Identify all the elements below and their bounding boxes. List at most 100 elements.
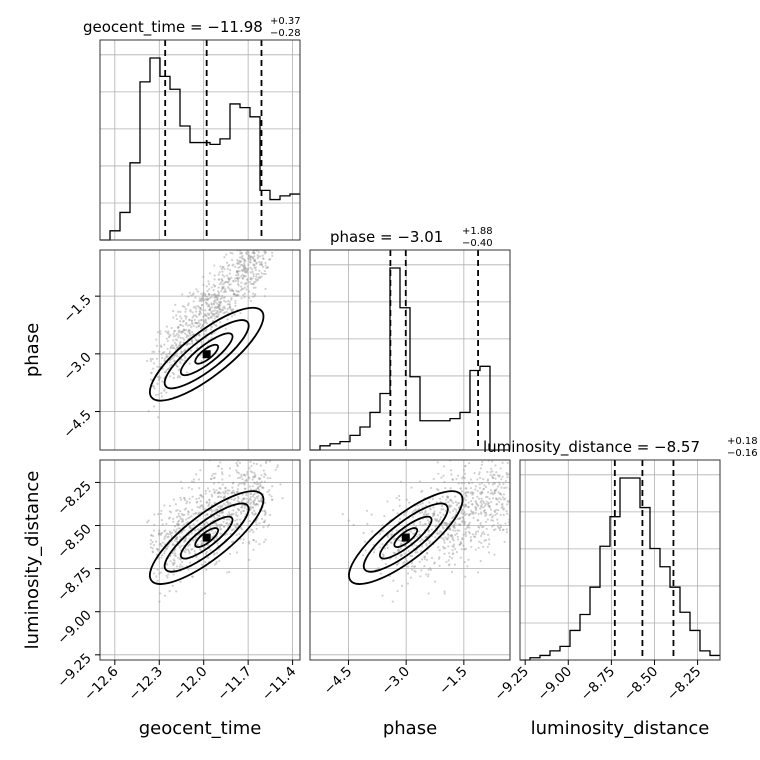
sample-point xyxy=(252,506,255,509)
sample-point xyxy=(211,306,214,309)
sample-point xyxy=(475,501,478,504)
sample-point xyxy=(221,285,224,289)
sample-point xyxy=(179,341,182,345)
sample-point xyxy=(270,498,274,502)
sample-point xyxy=(201,294,205,297)
sample-point xyxy=(219,524,222,527)
sample-point xyxy=(249,256,252,259)
sample-point xyxy=(224,491,227,494)
sample-point xyxy=(172,344,175,347)
sample-point xyxy=(200,543,204,546)
sample-point xyxy=(204,314,208,317)
sample-point xyxy=(430,556,434,559)
sample-point xyxy=(476,503,479,506)
sample-point xyxy=(215,309,219,312)
sample-point xyxy=(204,301,208,304)
sample-point xyxy=(209,549,212,552)
sample-point xyxy=(503,497,506,500)
sample-point xyxy=(248,530,251,533)
sample-point xyxy=(442,527,445,530)
sample-point xyxy=(453,521,457,524)
sample-point xyxy=(459,542,462,545)
sample-point xyxy=(217,491,220,494)
sample-point xyxy=(261,265,265,268)
sample-point xyxy=(166,547,169,550)
sample-point xyxy=(419,521,422,524)
sample-point xyxy=(263,251,266,254)
sample-point xyxy=(158,529,161,532)
sample-point xyxy=(268,523,271,527)
sample-point xyxy=(196,346,199,350)
sample-point xyxy=(252,531,255,534)
sample-point xyxy=(239,457,241,459)
sample-point xyxy=(254,512,257,515)
sample-point xyxy=(264,287,267,290)
sample-point xyxy=(493,482,496,485)
sample-point xyxy=(493,509,496,513)
sample-point xyxy=(180,531,183,534)
sample-point xyxy=(253,281,256,284)
sample-point xyxy=(253,513,256,517)
sample-point xyxy=(236,522,239,525)
sample-point xyxy=(220,308,224,312)
sample-point xyxy=(216,542,219,545)
sample-point xyxy=(217,314,220,318)
sample-point xyxy=(195,321,198,325)
sample-point xyxy=(266,476,269,480)
sample-point xyxy=(473,472,476,475)
sample-point xyxy=(253,437,255,439)
sample-point xyxy=(246,508,249,511)
sample-point xyxy=(168,375,172,378)
sample-point xyxy=(223,502,226,505)
sample-point xyxy=(175,528,178,531)
sample-point xyxy=(177,512,180,515)
sample-point xyxy=(187,510,190,513)
sample-point xyxy=(224,280,227,284)
sample-point xyxy=(444,536,447,539)
sample-point xyxy=(249,276,252,279)
sample-point xyxy=(236,262,239,265)
sample-point xyxy=(505,531,508,534)
sample-point xyxy=(488,457,490,459)
sample-point xyxy=(499,492,502,495)
panel-frame-2-1 xyxy=(309,459,511,661)
sample-point xyxy=(157,557,160,560)
sample-point xyxy=(173,359,176,362)
sample-point xyxy=(243,262,246,265)
sample-point xyxy=(220,277,223,281)
sample-point xyxy=(177,329,180,332)
sample-point xyxy=(455,504,458,507)
sample-point xyxy=(194,310,198,313)
sample-point xyxy=(250,528,253,531)
sample-point xyxy=(450,473,453,476)
sample-point xyxy=(252,272,255,276)
sample-point xyxy=(247,263,250,266)
sample-point xyxy=(530,512,532,514)
sample-point xyxy=(493,553,496,556)
sample-point xyxy=(152,543,156,547)
sample-point xyxy=(172,330,176,333)
sample-point xyxy=(221,483,224,486)
sample-point xyxy=(381,555,385,558)
sample-point xyxy=(213,309,216,312)
sample-point xyxy=(152,385,156,388)
sample-point xyxy=(433,514,436,517)
sample-point xyxy=(178,360,182,363)
sample-point xyxy=(221,287,224,291)
sample-point xyxy=(242,498,245,501)
sample-point xyxy=(427,530,430,533)
sample-point xyxy=(471,533,475,536)
sample-point xyxy=(185,522,188,525)
panel-2d-geocent_time-phase xyxy=(146,250,274,419)
sample-point xyxy=(215,296,218,299)
sample-point xyxy=(429,540,432,543)
sample-point xyxy=(418,560,421,563)
sample-point xyxy=(257,477,261,480)
sample-point xyxy=(222,311,225,315)
sample-point xyxy=(494,464,497,467)
sample-point xyxy=(161,567,164,570)
sample-point xyxy=(491,514,495,518)
sample-point xyxy=(391,530,394,533)
sample-point xyxy=(214,517,217,520)
sample-point xyxy=(194,511,198,515)
